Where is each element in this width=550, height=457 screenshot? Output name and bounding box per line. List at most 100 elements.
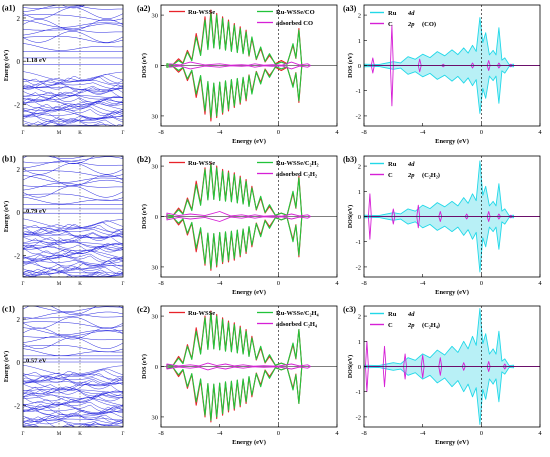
dos-xtick-label: 0 (277, 430, 280, 437)
valence-band (23, 381, 123, 390)
pdos-ytick-label: 1 (358, 339, 361, 346)
conduction-band (23, 19, 123, 31)
conduction-band (46, 156, 88, 159)
legend-species: (C₂H₂) (422, 172, 440, 179)
legend-orbital: 2p (407, 322, 415, 329)
valence-band (71, 275, 116, 277)
conduction-band (32, 306, 123, 313)
dos-ytick-label: 30 (152, 164, 159, 171)
pdos-xtick-label: -8 (361, 280, 366, 287)
band-ytick-label: 0 (17, 209, 21, 217)
pdos-ylabel: DOS (eV) (347, 53, 354, 78)
band-xtick-label: M (57, 131, 62, 136)
legend-species: (CO) (422, 21, 436, 28)
conduction-band (23, 196, 123, 205)
pdos-xtick-label: -8 (361, 430, 366, 437)
valence-band (23, 129, 123, 137)
dos-series-1-down (166, 65, 303, 119)
valence-band (23, 71, 123, 82)
valence-band (23, 224, 123, 234)
dos-xtick-label: 0 (277, 280, 280, 287)
valence-band (85, 276, 89, 277)
panel-label: (a1) (2, 4, 16, 13)
valence-band (23, 376, 123, 386)
valence-band (23, 245, 123, 255)
valence-band (23, 413, 123, 423)
band-panel-2: 2 0 -2 Γ M K Γ Energy (eV) 0.57 eV (c1) (2, 305, 125, 438)
valence-band (23, 397, 123, 408)
legend-label: adsorbed C₂H₄ (276, 321, 317, 328)
panel-label: (a2) (137, 4, 151, 13)
legend-orbital: 2p (407, 172, 415, 179)
valence-band (23, 114, 123, 123)
valence-band (23, 130, 123, 139)
band-ylabel: Energy (eV) (3, 351, 10, 382)
valence-band (23, 227, 123, 235)
valence-band (23, 113, 123, 124)
legend-label: adsorbed C₂H₂ (276, 171, 317, 178)
pdos-ylabel: DOS(eV) (347, 355, 354, 378)
valence-band (23, 242, 123, 252)
valence-band (23, 364, 123, 376)
pdos-xtick-label: 4 (538, 280, 542, 287)
conduction-band (23, 160, 123, 169)
dos-series-1-down (166, 366, 303, 421)
legend-species: (C₂H₄) (422, 322, 440, 329)
band-xtick-label: M (57, 432, 62, 437)
band-xtick-label: K (78, 282, 82, 287)
valence-band (23, 267, 123, 277)
dos-ylabel: DOS (eV) (141, 53, 148, 78)
dos-series-0-down (166, 65, 303, 122)
band-ytick-label: -2 (14, 252, 20, 260)
pdos-xtick-label: 0 (480, 129, 483, 136)
valence-band (48, 124, 123, 126)
band-lines (23, 156, 123, 277)
valence-band (23, 369, 123, 379)
pdos-xtick-label: -4 (420, 129, 426, 136)
panel-label: (c2) (137, 305, 150, 314)
valence-band (23, 413, 123, 423)
dos-series-1-up (166, 312, 303, 367)
dos-ylabel: DOS (eV) (141, 354, 148, 379)
valence-band (23, 266, 123, 277)
band-panel-1: 2 0 -2 Γ M K Γ Energy (eV) 0.79 eV (b1) (2, 155, 125, 288)
conduction-band (23, 156, 123, 164)
valence-band (23, 91, 123, 101)
conduction-band (23, 5, 87, 9)
pdos-xtick-label: -8 (361, 129, 366, 136)
conduction-band (23, 321, 123, 329)
valence-band (23, 405, 123, 415)
pdos-ytick-label: -1 (356, 239, 361, 246)
dos-xtick-label: -8 (158, 129, 163, 136)
valence-band (23, 227, 123, 236)
dos-xtick-label: -8 (158, 280, 163, 287)
dos-series-0-up (166, 9, 303, 66)
valence-band (23, 118, 118, 126)
pdos-xlabel: Energy (eV) (435, 439, 469, 446)
pdos-ytick-label: 2 (358, 314, 361, 321)
dos-xtick-label: 0 (277, 129, 280, 136)
band-ytick-label: 2 (17, 316, 21, 324)
valence-band (23, 103, 123, 113)
band-frame (22, 305, 124, 428)
valence-band (23, 106, 123, 116)
valence-band (23, 86, 123, 91)
dos-xtick-label: -4 (217, 129, 223, 136)
band-ytick-label: 2 (17, 15, 21, 23)
valence-band (23, 80, 123, 89)
legend-orbital: 2p (407, 21, 415, 28)
ru4d-area-up (364, 160, 515, 217)
legend-label: Ru-WSSe/CO (276, 9, 315, 16)
legend-orbital: 4d (407, 161, 415, 168)
band-lines (23, 306, 123, 427)
ru4d-area-down (364, 366, 515, 425)
band-gap-label: 0.79 eV (26, 208, 47, 215)
conduction-band (23, 316, 123, 329)
dos-ytick-label: 30 (152, 414, 159, 421)
conduction-band (23, 330, 123, 338)
valence-band (23, 80, 123, 88)
dos-ytick-label: 30 (152, 13, 159, 20)
valence-band (23, 409, 123, 417)
valence-band (23, 218, 123, 229)
pdos-panel-0: -8 -4 0 4 2 1 0 -1 -2 DOS (eV) Energy (eV) (a3) Ru 4d… (343, 4, 542, 145)
